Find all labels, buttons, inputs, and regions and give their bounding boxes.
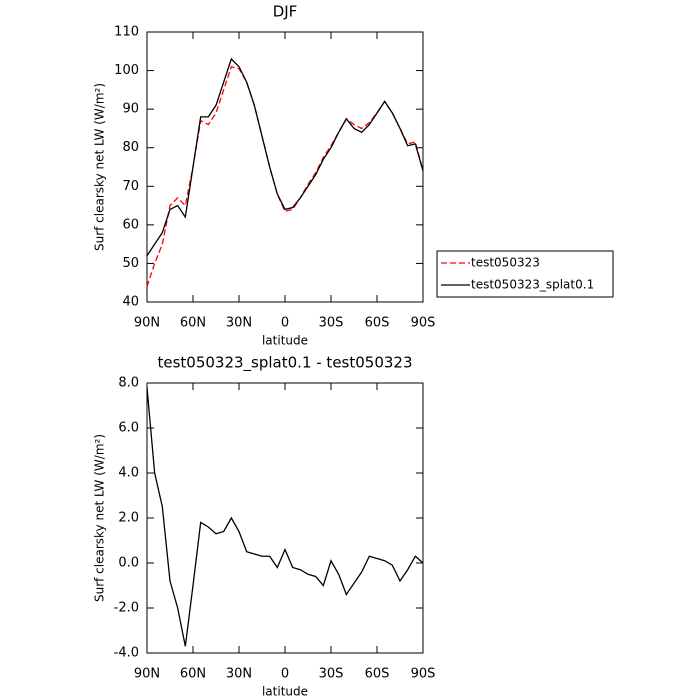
x-tick-label: 30S: [319, 316, 344, 331]
x-tick-label: 60S: [365, 316, 390, 331]
y-tick-label: 90: [122, 102, 139, 117]
y-tick-label: 40: [122, 295, 139, 310]
y-tick-label: 6.0: [118, 421, 139, 436]
y-tick-label: 4.0: [118, 466, 139, 481]
legend-label: test050323_splat0.1: [471, 278, 594, 292]
x-tick-label: 90N: [134, 667, 160, 682]
legend-box: [436, 250, 614, 298]
x-tick-label: 30N: [226, 667, 252, 682]
x-axis-label: latitude: [262, 334, 308, 348]
y-tick-label: 50: [122, 256, 139, 271]
y-tick-label: 2.0: [118, 511, 139, 526]
y-axis-label: Surf clearsky net LW (W/m²): [93, 83, 107, 251]
x-tick-label: 90S: [411, 316, 436, 331]
x-tick-label: 60N: [180, 316, 206, 331]
x-tick-label: 90N: [134, 316, 160, 331]
x-tick-label: 0: [281, 667, 289, 682]
y-tick-label: 100: [114, 63, 139, 78]
y-tick-label: 70: [122, 179, 139, 194]
x-tick-label: 30N: [226, 316, 252, 331]
x-tick-label: 90S: [411, 667, 436, 682]
plot-frame: [146, 31, 424, 303]
y-tick-label: 8.0: [118, 376, 139, 391]
y-tick-label: 0.0: [118, 556, 139, 571]
chart-title: test050323_splat0.1 - test050323: [157, 354, 412, 373]
x-tick-label: 30S: [319, 667, 344, 682]
x-axis-label: latitude: [262, 685, 308, 699]
x-tick-label: 0: [281, 316, 289, 331]
chart-title: DJF: [273, 3, 298, 21]
plot-frame: [146, 382, 424, 654]
x-tick-label: 60N: [180, 667, 206, 682]
y-axis-label: Surf clearsky net LW (W/m²): [93, 434, 107, 602]
y-tick-label: -4.0: [114, 646, 139, 661]
y-tick-label: 110: [114, 25, 139, 40]
data-line: [146, 387, 424, 647]
data-line: [146, 65, 424, 287]
legend-label: test050323: [471, 256, 540, 270]
y-tick-label: -2.0: [114, 601, 139, 616]
y-tick-label: 80: [122, 140, 139, 155]
data-line: [146, 57, 424, 257]
x-tick-label: 60S: [365, 667, 390, 682]
y-tick-label: 60: [122, 217, 139, 232]
